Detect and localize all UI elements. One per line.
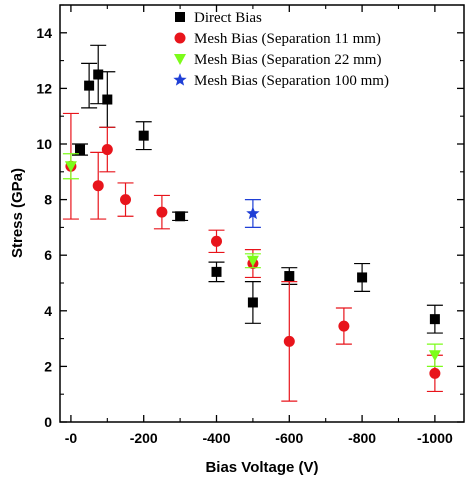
- x-tick-label: -600: [275, 430, 303, 446]
- data-point: [338, 320, 350, 332]
- data-point: [429, 314, 440, 325]
- data-series: [62, 44, 443, 402]
- legend-marker: [174, 54, 186, 65]
- data-point: [246, 206, 260, 220]
- legend-marker: [174, 32, 186, 44]
- data-point: [120, 194, 132, 206]
- data-point: [93, 69, 104, 80]
- y-tick-label: 6: [44, 247, 52, 263]
- data-point: [156, 206, 168, 218]
- y-tick-label: 10: [36, 136, 52, 152]
- x-tick-label: -800: [348, 430, 376, 446]
- y-tick-label: 14: [36, 25, 52, 41]
- data-point: [211, 235, 223, 247]
- legend-label: Mesh Bias (Separation 11 mm): [194, 31, 381, 47]
- y-tick-label: 2: [44, 358, 52, 374]
- data-point: [246, 255, 259, 267]
- data-point: [101, 144, 113, 156]
- data-point: [138, 130, 149, 141]
- x-axis: -0 -200 -400 -600 -800 -1000: [65, 5, 453, 446]
- y-tick-label: 4: [44, 303, 52, 319]
- series-4: [244, 199, 261, 228]
- legend-label: Mesh Bias (Separation 22 mm): [194, 52, 381, 68]
- data-point: [102, 94, 113, 105]
- y-axis: 0 2 4 6 8 10 12 14: [36, 4, 464, 430]
- plot-frame: [59, 4, 465, 423]
- data-point: [357, 272, 368, 283]
- legend-marker: [175, 12, 185, 22]
- y-tick-label: 12: [36, 80, 52, 96]
- y-tick-label: 0: [44, 414, 52, 430]
- series-3: [62, 153, 443, 367]
- data-point: [64, 161, 77, 173]
- data-point: [84, 80, 95, 91]
- data-point: [429, 367, 441, 379]
- legend: Direct Bias Mesh Bias (Separation 11 mm) M…: [173, 10, 389, 89]
- y-tick-label: 8: [44, 192, 52, 208]
- legend-label: Mesh Bias (Separation 100 mm): [194, 73, 389, 89]
- data-point: [75, 144, 86, 155]
- x-tick-label: -1000: [417, 430, 453, 446]
- x-tick-label: -0: [65, 430, 78, 446]
- legend-marker: [173, 73, 187, 86]
- data-point: [175, 211, 186, 222]
- data-point: [247, 297, 258, 308]
- data-point: [284, 271, 295, 282]
- x-axis-title: Bias Voltage (V): [205, 459, 318, 476]
- data-point: [428, 350, 441, 362]
- data-point: [211, 266, 222, 277]
- data-point: [283, 335, 295, 347]
- x-tick-label: -200: [130, 430, 158, 446]
- x-tick-label: -400: [202, 430, 230, 446]
- plot-area: [59, 4, 465, 423]
- legend-label: Direct Bias: [194, 10, 262, 26]
- y-axis-title: Stress (GPa): [9, 168, 26, 258]
- data-point: [92, 180, 104, 192]
